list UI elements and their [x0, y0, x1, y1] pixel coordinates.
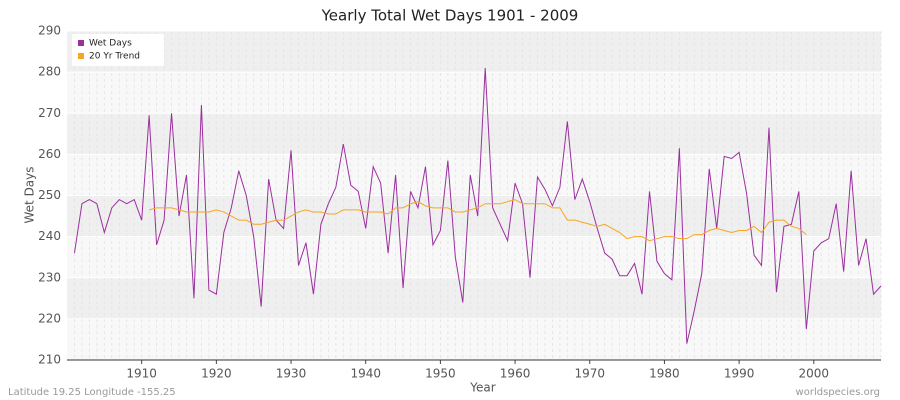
footer-left: Latitude 19.25 Longitude -155.25	[8, 387, 176, 398]
x-tick-label: 1980	[649, 367, 680, 381]
legend-label: 20 Yr Trend	[89, 52, 140, 62]
x-tick-label: 1910	[126, 367, 157, 381]
y-tick-label: 210	[38, 353, 61, 367]
chart-title: Yearly Total Wet Days 1901 - 2009	[321, 7, 579, 25]
y-tick-label: 250	[38, 188, 61, 202]
y-tick-label: 290	[38, 24, 61, 38]
x-tick-label: 1920	[201, 367, 232, 381]
x-tick-label: 1990	[724, 367, 755, 381]
series-line	[73, 67, 882, 344]
y-tick-label: 230	[38, 270, 61, 284]
grid-band	[67, 277, 881, 319]
legend-box	[72, 34, 164, 66]
legend-swatch	[78, 40, 84, 46]
x-tick-label: 1960	[500, 367, 531, 381]
y-tick-label: 240	[38, 229, 61, 243]
x-tick-label: 1950	[425, 367, 456, 381]
grid-band	[67, 113, 881, 155]
x-tick-label: 1970	[574, 367, 605, 381]
legend-label: Wet Days	[89, 39, 132, 49]
grid-band	[67, 31, 881, 73]
x-tick-label: 2000	[799, 367, 830, 381]
x-tick-label: 1930	[276, 367, 307, 381]
footer-right: worldspecies.org	[796, 387, 880, 398]
series-line	[149, 199, 807, 242]
legend: Wet Days 20 Yr Trend	[72, 34, 164, 66]
grid-band	[67, 195, 881, 237]
y-tick-label: 270	[38, 106, 61, 120]
y-tick-label: 260	[38, 147, 61, 161]
y-tick-label: 220	[38, 311, 61, 325]
legend-swatch	[78, 53, 84, 59]
y-axis-label: Wet Days	[23, 166, 37, 223]
y-tick-label: 280	[38, 65, 61, 79]
x-axis-label: Year	[469, 381, 495, 395]
x-tick-label: 1940	[350, 367, 381, 381]
